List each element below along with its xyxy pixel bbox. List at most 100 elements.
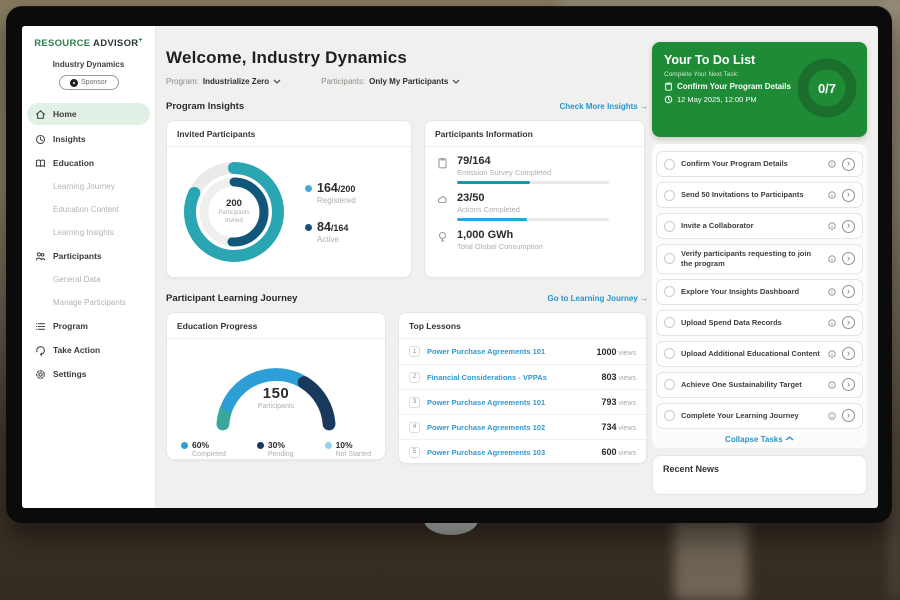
- task-open-button[interactable]: ›: [842, 409, 855, 422]
- sponsor-label: Sponsor: [80, 79, 108, 87]
- sidebar-item-label: General Data: [53, 275, 101, 285]
- sidebar-item-learning-journey[interactable]: Learning Journey: [22, 175, 155, 198]
- task-open-button[interactable]: ›: [842, 157, 855, 171]
- emission-survey-value: 79/164: [457, 155, 491, 167]
- link-label: Go to Learning Journey: [547, 294, 638, 303]
- sidebar-item-label: Settings: [53, 369, 87, 380]
- sidebar-item-learning-insights[interactable]: Learning Insights: [22, 221, 155, 244]
- sidebar-item-label: Home: [53, 109, 77, 120]
- sidebar-item-take-action[interactable]: Take Action: [22, 338, 155, 362]
- legend-dot: [324, 442, 332, 449]
- sidebar-item-general-data[interactable]: General Data: [22, 268, 155, 291]
- sidebar-item-education[interactable]: Education: [22, 151, 155, 175]
- task-checkbox[interactable]: [664, 379, 675, 390]
- legend-dot: [305, 223, 312, 231]
- go-to-learning-journey-link[interactable]: Go to Learning Journey →: [548, 294, 648, 303]
- sidebar-item-home[interactable]: Home: [27, 103, 150, 126]
- lesson-link[interactable]: Power Purchase Agreements 103: [427, 447, 546, 457]
- sidebar-item-label: Program: [53, 321, 88, 332]
- task-row-send-invitations: Send 50 Invitations to Participants ›: [656, 182, 863, 208]
- sidebar-item-label: Education: [53, 158, 95, 169]
- task-checkbox[interactable]: [664, 189, 675, 201]
- rank-badge: 5: [409, 446, 420, 458]
- arrow-right-icon: →: [640, 294, 648, 303]
- sidebar-item-education-content[interactable]: Education Content: [22, 198, 155, 221]
- task-row-confirm-program: Confirm Your Program Details ›: [656, 151, 863, 177]
- donut-center: 200 Participants Invited: [175, 153, 293, 271]
- active-total: /164: [330, 222, 349, 233]
- education-progress-card: Education Progress 150 Participants: [166, 312, 386, 460]
- task-checkbox[interactable]: [664, 410, 675, 421]
- progress-fill: [457, 181, 530, 184]
- sidebar-item-insights[interactable]: Insights: [22, 127, 155, 151]
- sidebar-item-participants[interactable]: Participants: [22, 244, 155, 268]
- task-label: Send 50 Invitations to Participants: [681, 190, 804, 200]
- task-label: Achieve One Sustainability Target: [681, 379, 802, 389]
- chevron-up-icon: [785, 435, 794, 441]
- task-label: Upload Additional Educational Content: [681, 348, 820, 358]
- task-open-button[interactable]: ›: [842, 378, 855, 391]
- logo-resource: RESOURCE: [34, 38, 91, 50]
- legend-value: 10%: [335, 440, 353, 450]
- card-title: Education Progress: [167, 313, 385, 339]
- task-checkbox[interactable]: [664, 220, 675, 232]
- info-icon: [828, 318, 836, 327]
- lesson-row: 5 Power Purchase Agreements 103 600 views: [399, 439, 646, 464]
- task-open-button[interactable]: ›: [842, 252, 855, 266]
- views-suffix: views: [618, 425, 636, 432]
- lesson-row: 2 Financial Considerations - VPPAs 803 vi…: [399, 364, 646, 389]
- task-open-button[interactable]: ›: [842, 347, 855, 360]
- lesson-link[interactable]: Power Purchase Agreements 101: [427, 347, 546, 356]
- list-icon: [35, 321, 46, 332]
- info-icon: [828, 287, 836, 296]
- consumption-value: 1,000 GWh: [457, 229, 514, 241]
- lesson-link[interactable]: Power Purchase Agreements 102: [427, 422, 546, 432]
- program-filter[interactable]: Program: Industrialize Zero: [166, 77, 281, 86]
- page-title: Welcome, Industry Dynamics: [166, 48, 408, 67]
- gear-icon: [35, 369, 46, 380]
- task-open-button[interactable]: ›: [842, 285, 855, 298]
- chevron-down-icon: [273, 77, 281, 86]
- info-icon: [828, 222, 836, 230]
- lesson-link[interactable]: Power Purchase Agreements 101: [427, 397, 546, 407]
- donut-legend: 164/200 Registered 84/164 Active: [305, 181, 356, 244]
- task-open-button[interactable]: ›: [842, 316, 855, 329]
- check-more-insights-link[interactable]: Check More Insights →: [560, 102, 648, 111]
- rank-badge: 4: [409, 421, 420, 433]
- views-suffix: views: [618, 400, 636, 407]
- actions-icon: [437, 192, 449, 221]
- background-right-strip: [891, 0, 900, 600]
- insights-cards-row: Invited Participants 200: [166, 120, 648, 278]
- task-checkbox[interactable]: [664, 158, 675, 170]
- task-checkbox[interactable]: [664, 317, 675, 328]
- task-list: Confirm Your Program Details › Send 50 I…: [652, 144, 867, 448]
- task-checkbox[interactable]: [664, 253, 675, 265]
- todo-summary-card: Your To Do List Complete Your Next Task:…: [652, 42, 867, 137]
- lesson-link[interactable]: Financial Considerations - VPPAs: [427, 372, 547, 382]
- program-filter-label: Program:: [166, 77, 199, 86]
- sidebar-item-manage-participants[interactable]: Manage Participants: [22, 291, 155, 314]
- consumption-icon: [437, 229, 449, 251]
- task-open-button[interactable]: ›: [842, 219, 855, 233]
- dashboard-screen: RESOURCE ADVISOR+ Industry Dynamics Spon…: [22, 26, 878, 508]
- task-checkbox[interactable]: [664, 286, 675, 297]
- logo-plus: +: [138, 37, 143, 44]
- task-label: Explore Your Insights Dashboard: [681, 286, 800, 296]
- sidebar: RESOURCE ADVISOR+ Industry Dynamics Spon…: [22, 26, 156, 508]
- monitor-stand: [424, 519, 478, 535]
- participants-filter-value: Only My Participants: [369, 77, 449, 86]
- book-icon: [35, 158, 46, 169]
- registered-total: /200: [337, 183, 356, 194]
- actions-completed-label: Actions Completed: [457, 205, 520, 214]
- collapse-tasks-link[interactable]: Collapse Tasks: [652, 435, 867, 444]
- sidebar-item-settings[interactable]: Settings: [22, 362, 155, 386]
- task-open-button[interactable]: ›: [842, 188, 855, 202]
- emission-survey-row: 79/164 Emission Survey Completed: [437, 155, 632, 184]
- todo-panel: Your To Do List Complete Your Next Task:…: [652, 42, 867, 495]
- task-checkbox[interactable]: [664, 348, 675, 359]
- sidebar-item-program[interactable]: Program: [22, 314, 155, 338]
- education-gauge-arcs: [216, 368, 336, 431]
- task-label: Verify participants requesting to join t…: [681, 249, 812, 268]
- participants-filter[interactable]: Participants: Only My Participants: [321, 77, 460, 86]
- section-title: Program Insights: [166, 101, 245, 112]
